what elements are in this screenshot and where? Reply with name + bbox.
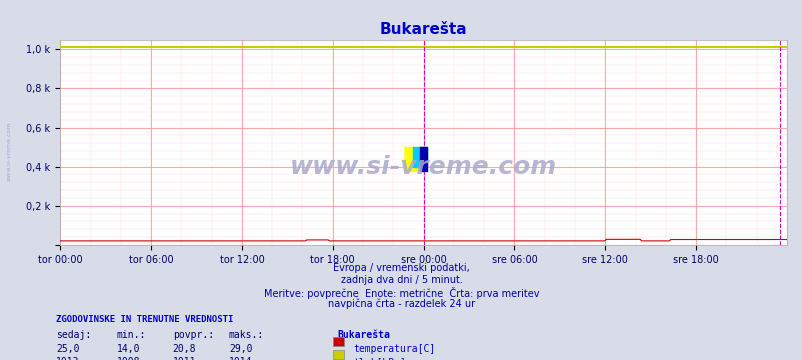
Text: 1011: 1011: [172, 357, 196, 360]
Text: Evropa / vremenski podatki,: Evropa / vremenski podatki,: [333, 263, 469, 273]
Polygon shape: [405, 147, 423, 171]
Text: 1013: 1013: [56, 357, 79, 360]
Text: 25,0: 25,0: [56, 344, 79, 354]
Text: tlak[hPa]: tlak[hPa]: [353, 357, 406, 360]
Text: 1014: 1014: [229, 357, 252, 360]
Text: ZGODOVINSKE IN TRENUTNE VREDNOSTI: ZGODOVINSKE IN TRENUTNE VREDNOSTI: [56, 315, 233, 324]
Text: navpična črta - razdelek 24 ur: navpična črta - razdelek 24 ur: [327, 298, 475, 309]
Text: zadnja dva dni / 5 minut.: zadnja dva dni / 5 minut.: [340, 275, 462, 285]
Text: povpr.:: povpr.:: [172, 330, 213, 340]
Polygon shape: [405, 147, 423, 171]
Title: Bukarešta: Bukarešta: [379, 22, 467, 37]
Text: www.si-vreme.com: www.si-vreme.com: [7, 121, 12, 181]
Text: Meritve: povprečne  Enote: metrične  Črta: prva meritev: Meritve: povprečne Enote: metrične Črta:…: [263, 287, 539, 298]
Text: 14,0: 14,0: [116, 344, 140, 354]
Text: temperatura[C]: temperatura[C]: [353, 344, 435, 354]
Text: Bukarešta: Bukarešta: [337, 330, 390, 340]
Text: 1008: 1008: [116, 357, 140, 360]
Text: www.si-vreme.com: www.si-vreme.com: [290, 155, 557, 179]
Text: 29,0: 29,0: [229, 344, 252, 354]
Text: min.:: min.:: [116, 330, 146, 340]
Text: sedaj:: sedaj:: [56, 330, 91, 340]
Text: maks.:: maks.:: [229, 330, 264, 340]
Text: 20,8: 20,8: [172, 344, 196, 354]
